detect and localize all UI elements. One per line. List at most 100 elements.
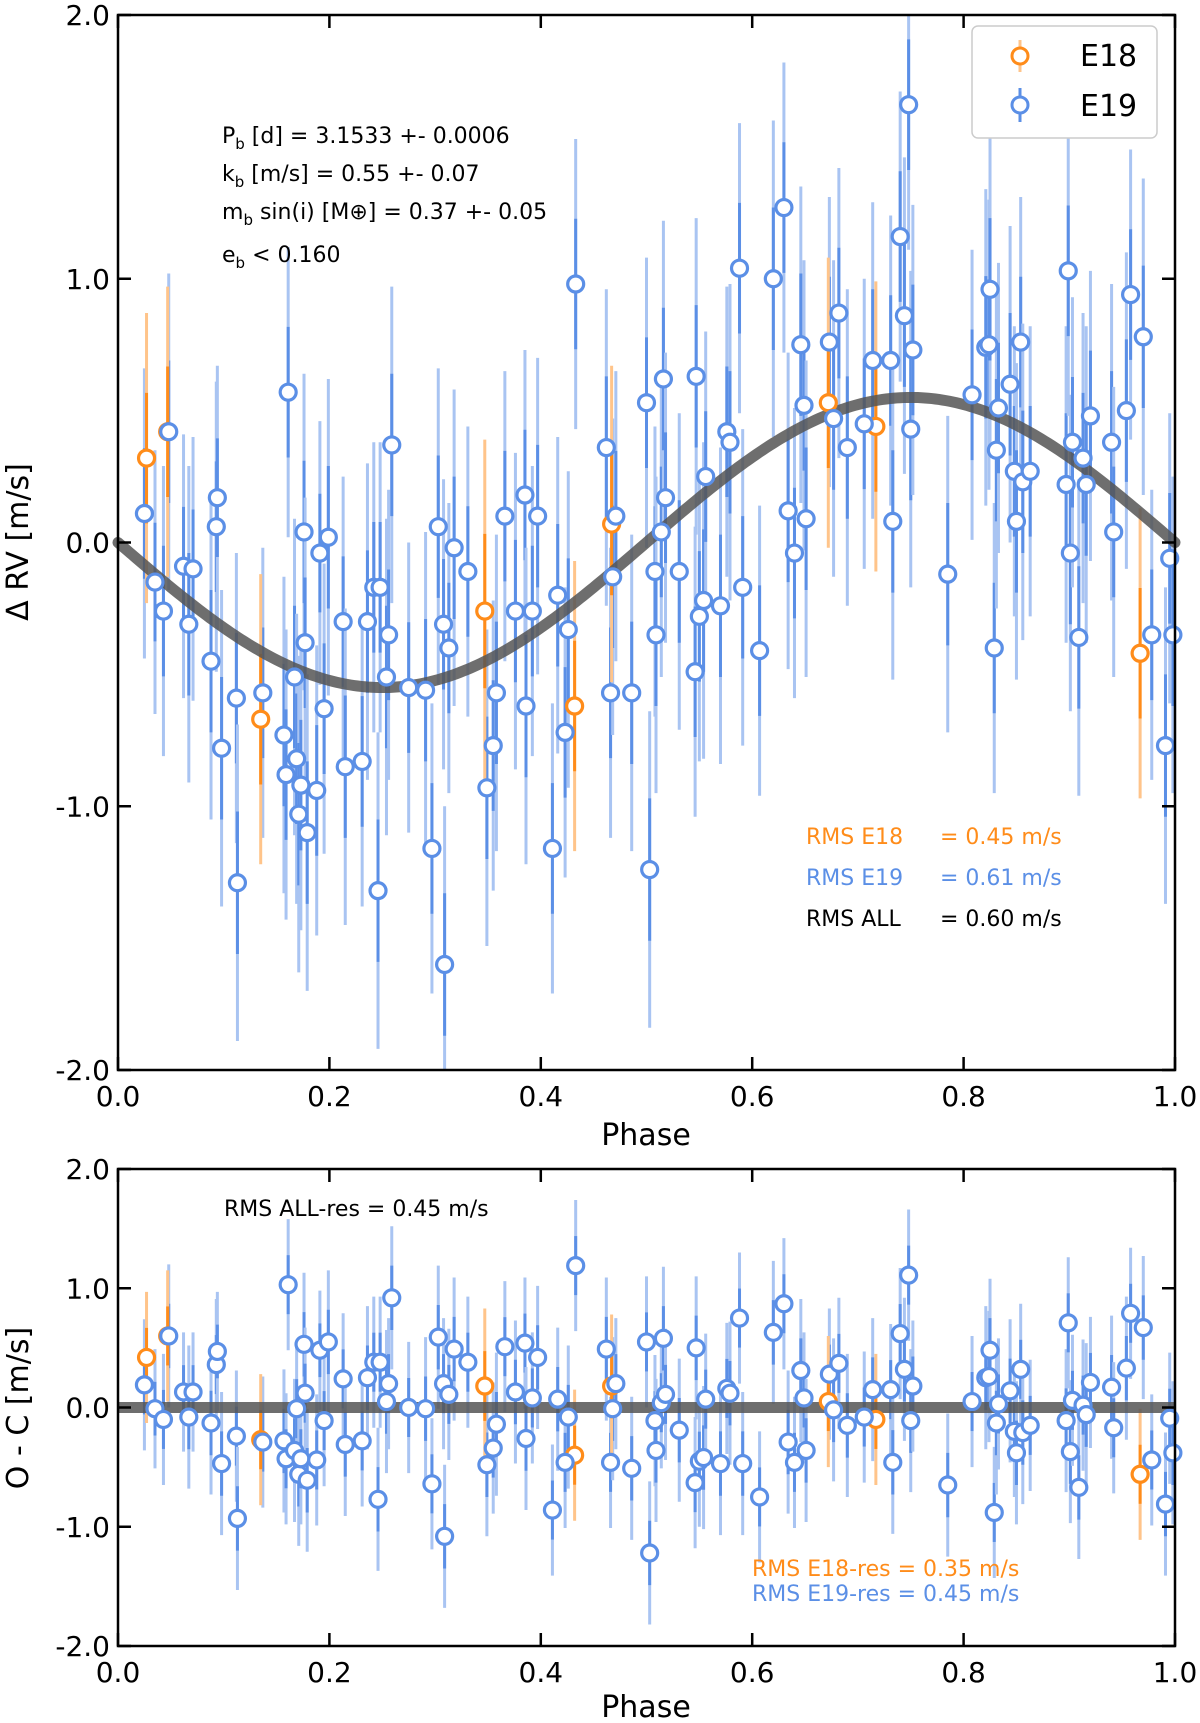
- rv-e19-point: [253, 683, 273, 703]
- rv-e19-point: [962, 385, 982, 405]
- rv-e19-point: [1000, 374, 1020, 394]
- rv-e19-point: [444, 538, 464, 558]
- residuals-e19-point: [439, 1384, 459, 1404]
- residuals-data-marks: [118, 1200, 1183, 1625]
- residuals-e19-point: [444, 1339, 464, 1359]
- rv-e19-point: [1133, 327, 1153, 347]
- residuals-e19-point: [669, 1420, 689, 1440]
- rv-e19-point: [276, 764, 296, 785]
- rv-e19-point: [685, 662, 705, 682]
- rv-e19-point: [566, 274, 586, 294]
- residuals-e19-point: [636, 1332, 657, 1352]
- residuals-e19-point: [458, 1352, 478, 1372]
- residuals-y-tick-label: 1.0: [65, 1272, 110, 1305]
- residuals-y-tick-label: 0.0: [65, 1392, 110, 1425]
- legend-e19-label: E19: [1080, 89, 1137, 124]
- residuals-e19-point: [435, 1526, 455, 1546]
- residuals-e19-point: [622, 1458, 642, 1478]
- rv-e19-point: [984, 638, 1004, 658]
- rv-e19-point: [686, 366, 706, 386]
- residuals-e19-point: [307, 1450, 327, 1470]
- rv-e19-point: [986, 440, 1006, 460]
- rv-e19-point: [778, 501, 798, 521]
- rv-e19-point: [370, 577, 390, 597]
- residuals-e19-point: [1011, 1359, 1031, 1379]
- residuals-e19-point: [291, 1449, 311, 1469]
- rms-all-value: = 0.60 m/s: [940, 907, 1062, 932]
- rv-e19-point: [179, 614, 199, 634]
- rv-e19-point: [318, 527, 338, 547]
- residuals-e19-point: [596, 1339, 616, 1359]
- rv-e18-point: [1130, 643, 1150, 663]
- residuals-e19-point: [1056, 1411, 1076, 1431]
- rv-e19-point: [710, 596, 731, 616]
- residuals-e19-point: [1006, 1443, 1027, 1463]
- rv-e19-point: [368, 881, 388, 901]
- residuals-e19-point: [938, 1475, 958, 1495]
- residuals-e19-point: [606, 1374, 626, 1394]
- rv-e19-point: [227, 873, 248, 893]
- rv-e19-point: [1080, 406, 1101, 426]
- rv-y-tick-label: -1.0: [55, 790, 110, 823]
- rv-panel: 0.0 0.2 0.4 0.6 0.8 1.0 -2.0 -1.0 0.0 1.0 2.0 Phas…: [1, 0, 1197, 1153]
- legend-e18-marker: [1010, 46, 1030, 66]
- rv-e19-point: [297, 823, 317, 843]
- residuals-e19-point: [1163, 1443, 1183, 1463]
- residuals-e19-point: [486, 1414, 507, 1434]
- residuals-e19-point: [201, 1413, 221, 1433]
- rv-e18-point: [475, 601, 495, 621]
- rv-e19-point: [640, 859, 660, 880]
- residuals-e19-point: [710, 1453, 731, 1474]
- param-semi-amplitude: kb [m/s] = 0.55 +- 0.07: [222, 162, 480, 191]
- legend: E18 E19: [971, 25, 1158, 139]
- rms-e19-label: RMS E19: [806, 866, 903, 891]
- rv-e19-point: [689, 606, 709, 626]
- param-eccentricity: eb < 0.160: [222, 243, 340, 272]
- rv-e19-point: [829, 303, 849, 323]
- residuals-e19-point: [1116, 1358, 1136, 1378]
- residuals-e19-point: [287, 1399, 307, 1419]
- residuals-x-tick-label: 0.6: [730, 1656, 775, 1689]
- rv-e19-point: [211, 738, 232, 758]
- residuals-e19-point: [655, 1384, 676, 1404]
- rv-e19-point: [289, 804, 309, 824]
- residuals-e19-point: [729, 1308, 750, 1328]
- rv-e19-point: [284, 667, 305, 687]
- rv-y-tick-label: 0.0: [65, 527, 110, 560]
- rv-e19-point: [483, 735, 503, 756]
- residuals-e19-point: [1076, 1405, 1096, 1425]
- residuals-e19-point: [1080, 1372, 1101, 1393]
- rv-e19-point: [881, 350, 901, 371]
- residuals-y-tick-label: -1.0: [55, 1511, 110, 1544]
- residuals-e19-point: [226, 1426, 246, 1446]
- residuals-e19-point: [515, 1333, 535, 1353]
- rv-e19-point: [653, 369, 674, 389]
- residuals-e19-point: [558, 1407, 578, 1427]
- rms-e18-value: = 0.45 m/s: [940, 825, 1062, 850]
- residuals-e19-point: [686, 1338, 706, 1358]
- residuals-e19-point: [653, 1328, 674, 1348]
- rv-e19-point: [376, 667, 397, 687]
- residuals-e19-points: [134, 1255, 1183, 1563]
- rms-e19-res: RMS E19-res = 0.45 m/s: [752, 1582, 1019, 1607]
- residuals-e19-point: [1104, 1418, 1124, 1438]
- rv-e19-point: [458, 561, 478, 582]
- residuals-e19-point: [829, 1353, 849, 1373]
- residuals-x-tick-label: 0.8: [941, 1656, 986, 1689]
- rv-e19-point: [1060, 543, 1080, 563]
- rv-e19-point: [515, 485, 535, 505]
- residuals-e18-point: [1130, 1464, 1150, 1484]
- residuals-e19-point: [318, 1332, 338, 1352]
- rv-y-tick-label: 2.0: [65, 0, 110, 32]
- residuals-e19-point: [542, 1500, 563, 1520]
- rv-e19-point: [823, 408, 844, 429]
- residuals-e19-point: [645, 1411, 665, 1431]
- rv-e19-point: [226, 688, 246, 708]
- residuals-e19-point: [854, 1407, 874, 1427]
- rv-e19-point: [1069, 627, 1089, 648]
- rv-e19-point: [854, 414, 874, 434]
- rv-e19-point: [1011, 332, 1031, 352]
- rv-e19-point: [837, 437, 857, 458]
- residuals-plot-frame: [116, 1167, 1177, 1648]
- residuals-y-tick-label: 2.0: [65, 1153, 110, 1186]
